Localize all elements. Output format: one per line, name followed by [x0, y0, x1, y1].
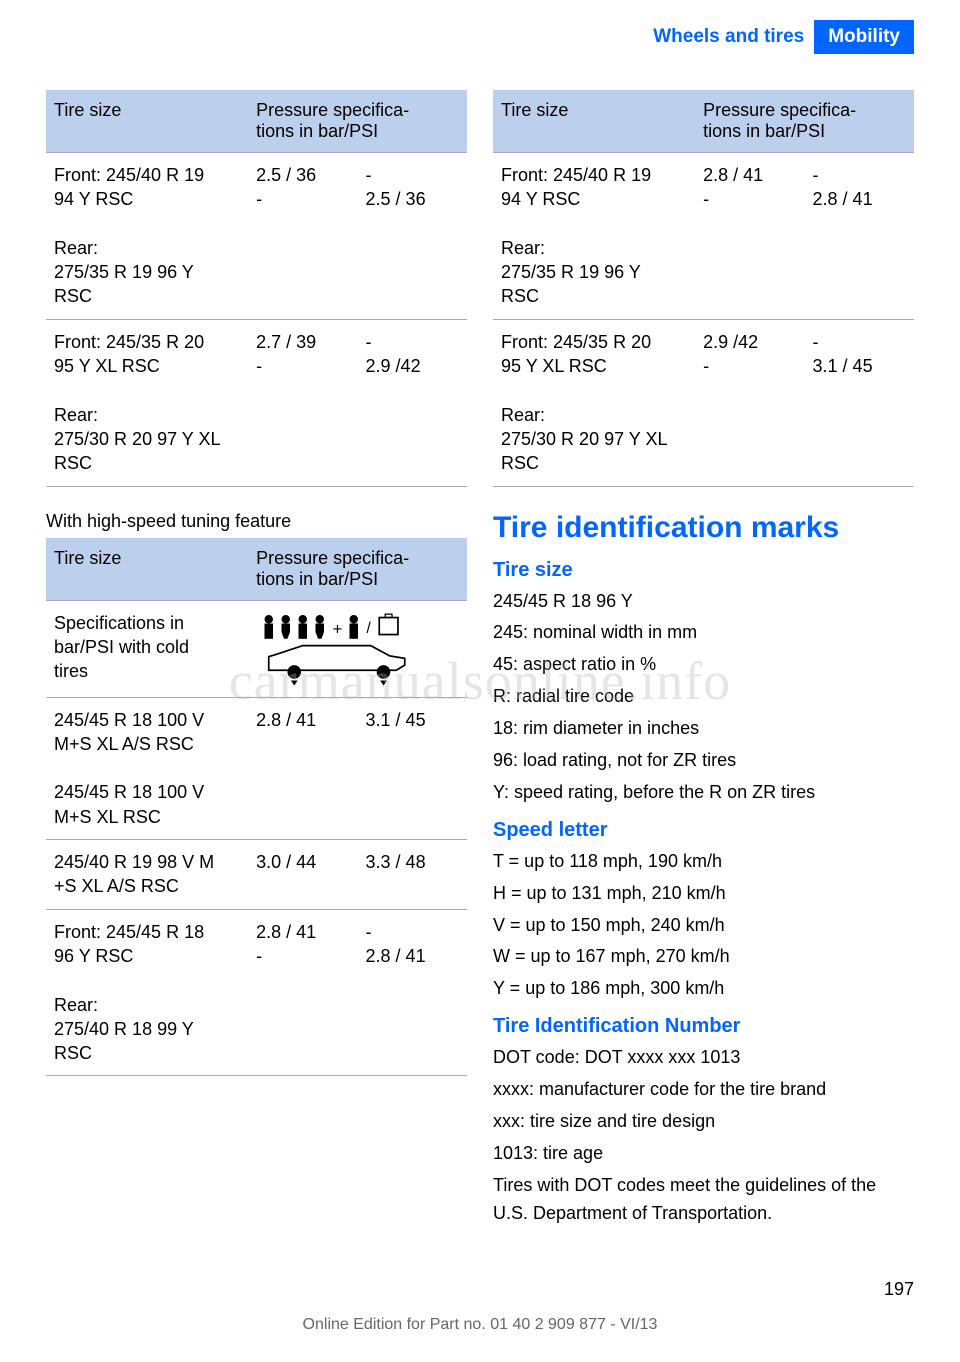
table-row: Front: 245/35 R 20 95 Y XL RSC Rear: 275… — [46, 319, 467, 486]
body-text: 96: load rating, not for ZR tires — [493, 747, 914, 775]
body-text: W = up to 167 mph, 270 km/h — [493, 943, 914, 971]
cell: - 2.5 / 36 — [358, 153, 467, 320]
cell: 2.8 / 41 — [248, 697, 357, 839]
body-text: 245/45 R 18 96 Y — [493, 588, 914, 616]
table-row: Front: 245/40 R 19 94 Y RSC Rear: 275/35… — [46, 153, 467, 320]
table-row: Front: 245/40 R 19 94 Y RSC Rear: 275/35… — [493, 153, 914, 320]
cell: Specifications in bar/PSI with cold tire… — [46, 600, 248, 697]
cell: Front: 245/35 R 20 95 Y XL RSC Rear: 275… — [493, 319, 695, 486]
table-header: Tire size — [493, 90, 695, 153]
cell: 3.1 / 45 — [358, 697, 467, 839]
cell: 2.5 / 36 - — [248, 153, 357, 320]
cell: 2.9 /42 - — [695, 319, 804, 486]
cell: 245/40 R 19 98 V M +S XL A/S RSC — [46, 840, 248, 910]
body-text: T = up to 118 mph, 190 km/h — [493, 848, 914, 876]
cell: Front: 245/45 R 18 96 Y RSC Rear: 275/40… — [46, 909, 248, 1076]
subsection-heading: Tire size — [493, 559, 914, 582]
body-text: H = up to 131 mph, 210 km/h — [493, 880, 914, 908]
cell: 245/45 R 18 100 V M+S XL A/S RSC 245/45 … — [46, 697, 248, 839]
cell: Front: 245/35 R 20 95 Y XL RSC Rear: 275… — [46, 319, 248, 486]
body-text: Y = up to 186 mph, 300 km/h — [493, 975, 914, 1003]
table-row: Front: 245/35 R 20 95 Y XL RSC Rear: 275… — [493, 319, 914, 486]
body-text: xxxx: manufacturer code for the tire bra… — [493, 1076, 914, 1104]
svg-text:+: + — [333, 619, 343, 638]
table-row: 245/45 R 18 100 V M+S XL A/S RSC 245/45 … — [46, 697, 467, 839]
cell: - 3.1 / 45 — [805, 319, 914, 486]
load-icon-cell: + / — [248, 600, 467, 697]
svg-text:/: / — [367, 619, 372, 636]
right-column: Tire size Pressure specifica- tions in b… — [493, 90, 914, 1232]
table-header: Pressure specifica- tions in bar/PSI — [248, 90, 467, 153]
body-text: xxx: tire size and tire design — [493, 1108, 914, 1136]
cell: 2.7 / 39 - — [248, 319, 357, 486]
cell: Front: 245/40 R 19 94 Y RSC Rear: 275/35… — [493, 153, 695, 320]
passenger-luggage-icon: + / — [256, 609, 426, 689]
body-text: 245: nominal width in mm — [493, 619, 914, 647]
body-text: Tires with DOT codes meet the guidelines… — [493, 1172, 914, 1228]
table-header: Pressure specifica- tions in bar/PSI — [248, 538, 467, 601]
table-header: Tire size — [46, 90, 248, 153]
cell: 3.3 / 48 — [358, 840, 467, 910]
subsection-heading: Tire Identification Number — [493, 1015, 914, 1038]
section-label: Mobility — [814, 20, 914, 54]
body-text: 45: aspect ratio in % — [493, 651, 914, 679]
cell: 2.8 / 41 - — [695, 153, 804, 320]
table-header: Tire size — [46, 538, 248, 601]
section-heading: Tire identification marks — [493, 511, 914, 545]
cell: - 2.8 / 41 — [805, 153, 914, 320]
cell: 2.8 / 41 - — [248, 909, 357, 1076]
pressure-table-3: Tire size Pressure specifica- tions in b… — [493, 90, 914, 487]
cell: Front: 245/40 R 19 94 Y RSC Rear: 275/35… — [46, 153, 248, 320]
cell: - 2.8 / 41 — [358, 909, 467, 1076]
chapter-label: Wheels and tires — [643, 20, 814, 54]
table-row: Specifications in bar/PSI with cold tire… — [46, 600, 467, 697]
body-text: R: radial tire code — [493, 683, 914, 711]
table-header: Pressure specifica- tions in bar/PSI — [695, 90, 914, 153]
page-header: Wheels and tires Mobility — [0, 0, 960, 54]
body-text: 18: rim diameter in inches — [493, 715, 914, 743]
body-text: V = up to 150 mph, 240 km/h — [493, 912, 914, 940]
cell: 3.0 / 44 — [248, 840, 357, 910]
left-column: Tire size Pressure specifica- tions in b… — [46, 90, 467, 1232]
footer-text: Online Edition for Part no. 01 40 2 909 … — [0, 1316, 960, 1334]
pressure-table-1: Tire size Pressure specifica- tions in b… — [46, 90, 467, 487]
table-row: Front: 245/45 R 18 96 Y RSC Rear: 275/40… — [46, 909, 467, 1076]
page-content: Tire size Pressure specifica- tions in b… — [0, 54, 960, 1232]
caption: With high-speed tuning feature — [46, 511, 467, 532]
cell: - 2.9 /42 — [358, 319, 467, 486]
body-text: 1013: tire age — [493, 1140, 914, 1168]
pressure-table-2: Tire size Pressure specifica- tions in b… — [46, 538, 467, 1077]
body-text: DOT code: DOT xxxx xxx 1013 — [493, 1044, 914, 1072]
subsection-heading: Speed letter — [493, 819, 914, 842]
page-number: 197 — [884, 1279, 914, 1300]
body-text: Y: speed rating, before the R on ZR tire… — [493, 779, 914, 807]
table-row: 245/40 R 19 98 V M +S XL A/S RSC 3.0 / 4… — [46, 840, 467, 910]
